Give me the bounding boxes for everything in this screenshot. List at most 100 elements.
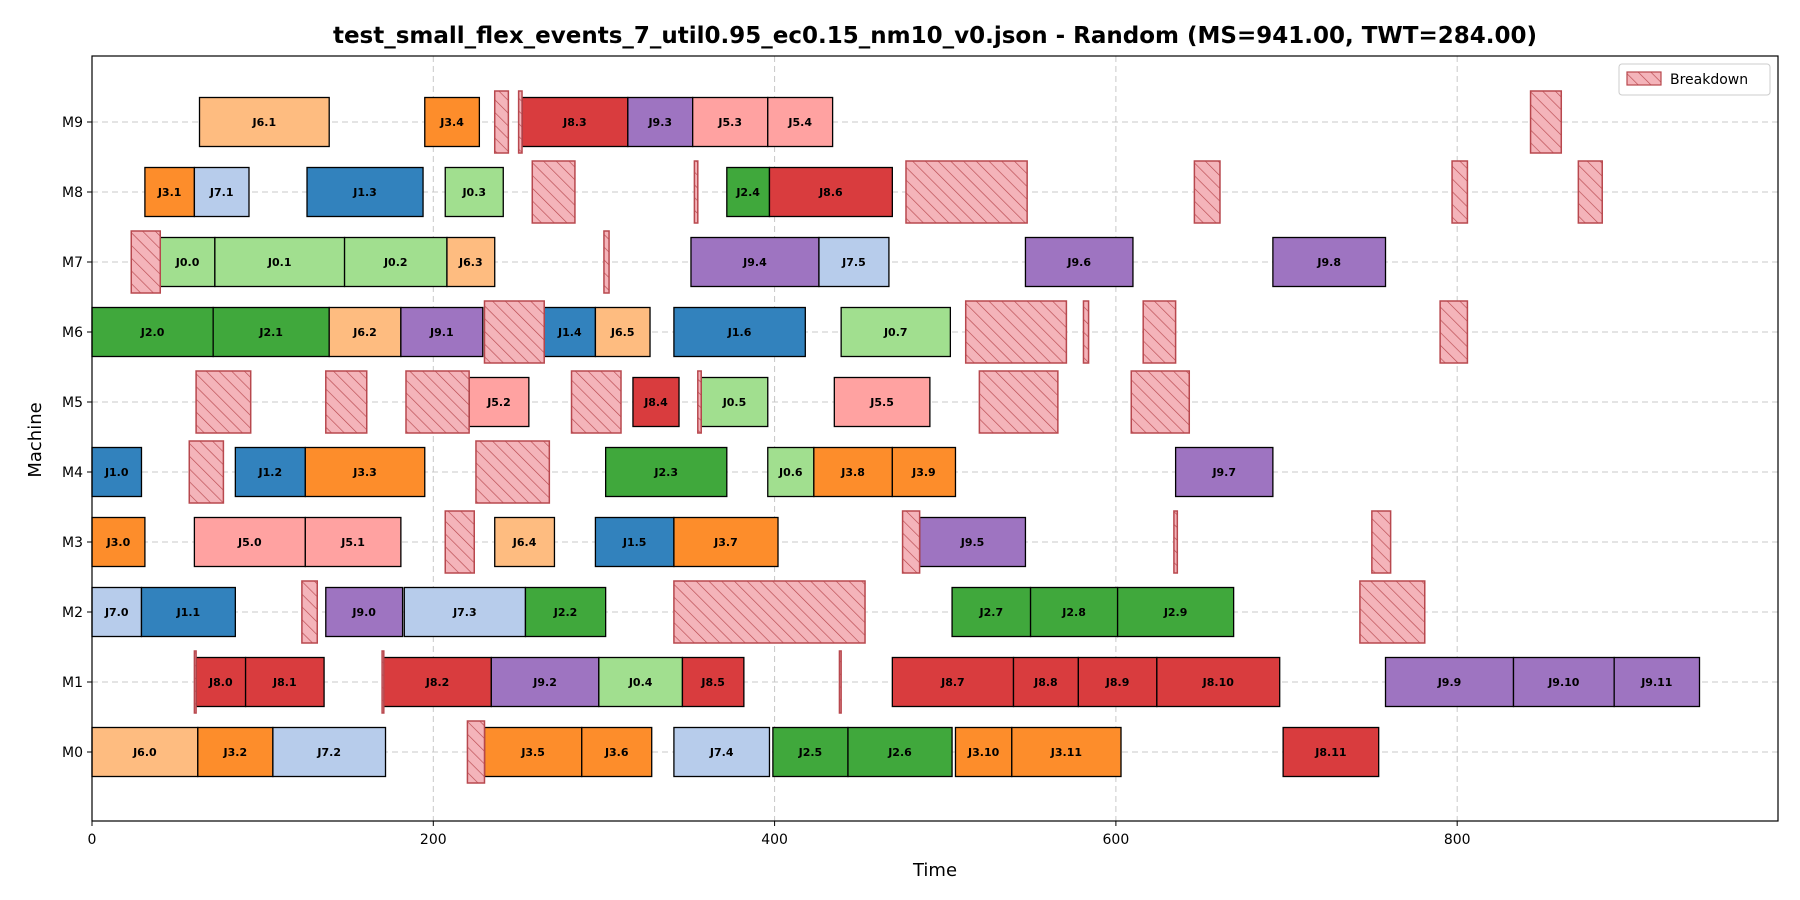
breakdown-bar	[483, 300, 545, 364]
task-label: J9.11	[1640, 676, 1672, 689]
breakdown-bar	[1082, 300, 1090, 364]
task-bar	[403, 586, 527, 638]
task-label: J6.1	[252, 116, 277, 129]
breakdown-bar	[905, 160, 1028, 224]
task-label: J9.10	[1547, 676, 1580, 689]
task-label: J9.6	[1066, 256, 1091, 269]
breakdown-bar	[570, 370, 622, 434]
x-tick-label: 800	[1444, 832, 1471, 848]
task-bar	[521, 96, 629, 148]
task-label: J8.10	[1202, 676, 1235, 689]
task-bar	[767, 96, 834, 148]
task-label: J9.2	[532, 676, 557, 689]
task-label: J1.3	[352, 186, 377, 199]
task-label: J0.0	[175, 256, 200, 269]
task-label: J9.3	[647, 116, 672, 129]
task-bar	[494, 516, 556, 568]
breakdown-bar	[1359, 580, 1426, 644]
task-label: J8.8	[1033, 676, 1058, 689]
task-label: J2.4	[735, 186, 760, 199]
task-label: J8.0	[208, 676, 233, 689]
task-bar	[91, 446, 143, 498]
y-tick-label: M9	[62, 115, 83, 131]
task-bar	[424, 96, 481, 148]
task-bar	[681, 656, 745, 708]
task-label: J3.10	[967, 746, 1000, 759]
task-label: J1.5	[622, 536, 647, 549]
task-label: J8.9	[1105, 676, 1130, 689]
breakdown-bar	[673, 580, 866, 644]
breakdown-bar	[466, 720, 486, 784]
breakdown-bar	[1371, 510, 1392, 574]
task-bar	[813, 446, 893, 498]
task-label: J0.4	[628, 676, 653, 689]
task-label: J8.2	[425, 676, 450, 689]
task-label: J3.8	[840, 466, 865, 479]
task-label: J3.4	[439, 116, 464, 129]
task-bar	[272, 726, 387, 778]
task-label: J9.1	[429, 326, 454, 339]
task-label: J9.0	[351, 606, 376, 619]
task-bar	[400, 306, 484, 358]
task-label: J2.1	[258, 326, 283, 339]
y-axis-label: Machine	[25, 402, 46, 477]
task-label: J5.0	[237, 536, 262, 549]
task-bar	[193, 166, 250, 218]
task-bar	[951, 586, 1032, 638]
breakdown-bar	[697, 370, 702, 434]
y-tick-label: M7	[62, 255, 83, 271]
breakdown-bar	[1577, 160, 1603, 224]
y-tick-label: M2	[62, 605, 83, 621]
task-bar	[1011, 726, 1122, 778]
breakdown-bar	[444, 510, 476, 574]
task-bar	[1384, 656, 1515, 708]
task-label: J9.4	[742, 256, 767, 269]
task-label: J0.2	[383, 256, 408, 269]
task-label: J7.5	[841, 256, 866, 269]
task-label: J2.6	[887, 746, 912, 759]
y-tick-label: M4	[62, 465, 83, 481]
task-bar	[767, 446, 815, 498]
breakdown-bar	[493, 90, 510, 154]
task-label: J3.7	[713, 536, 738, 549]
task-label: J2.2	[553, 606, 578, 619]
task-label: J8.5	[700, 676, 725, 689]
task-label: J0.5	[722, 396, 747, 409]
breakdown-bar	[603, 230, 610, 294]
y-axis-ticks: M0 M1 M2 M3 M4 M5 M6 M7 M8 M9	[62, 115, 92, 761]
task-bar	[1156, 656, 1281, 708]
task-label: J8.3	[562, 116, 587, 129]
task-bar	[594, 516, 675, 568]
task-label: J6.4	[512, 536, 537, 549]
task-label: J3.3	[352, 466, 377, 479]
task-label: J3.6	[604, 746, 629, 759]
task-label: J6.5	[610, 326, 635, 339]
task-label: J2.3	[653, 466, 678, 479]
task-label: J0.1	[267, 256, 292, 269]
task-bar	[918, 516, 1027, 568]
task-bar	[673, 726, 771, 778]
task-bar	[1272, 236, 1387, 288]
task-label: J8.7	[940, 676, 965, 689]
task-bar	[673, 306, 806, 358]
task-label: J9.7	[1211, 466, 1236, 479]
task-label: J2.5	[798, 746, 823, 759]
task-label: J7.2	[316, 746, 341, 759]
breakdown-bar	[978, 370, 1059, 434]
task-bar	[304, 446, 426, 498]
task-bar	[193, 516, 306, 568]
breakdown-bar	[301, 580, 319, 644]
task-bar	[891, 446, 957, 498]
task-label: J0.3	[461, 186, 486, 199]
task-bar	[1012, 656, 1079, 708]
breakdown-bar	[381, 650, 385, 714]
task-bar	[818, 236, 890, 288]
y-tick-label: M0	[62, 745, 83, 761]
task-bar	[1116, 586, 1235, 638]
task-label: J5.3	[717, 116, 742, 129]
breakdown-bar	[1451, 160, 1469, 224]
breakdown-bar	[405, 370, 470, 434]
task-label: J1.2	[258, 466, 283, 479]
task-label: J7.0	[104, 606, 129, 619]
task-bar	[212, 306, 330, 358]
